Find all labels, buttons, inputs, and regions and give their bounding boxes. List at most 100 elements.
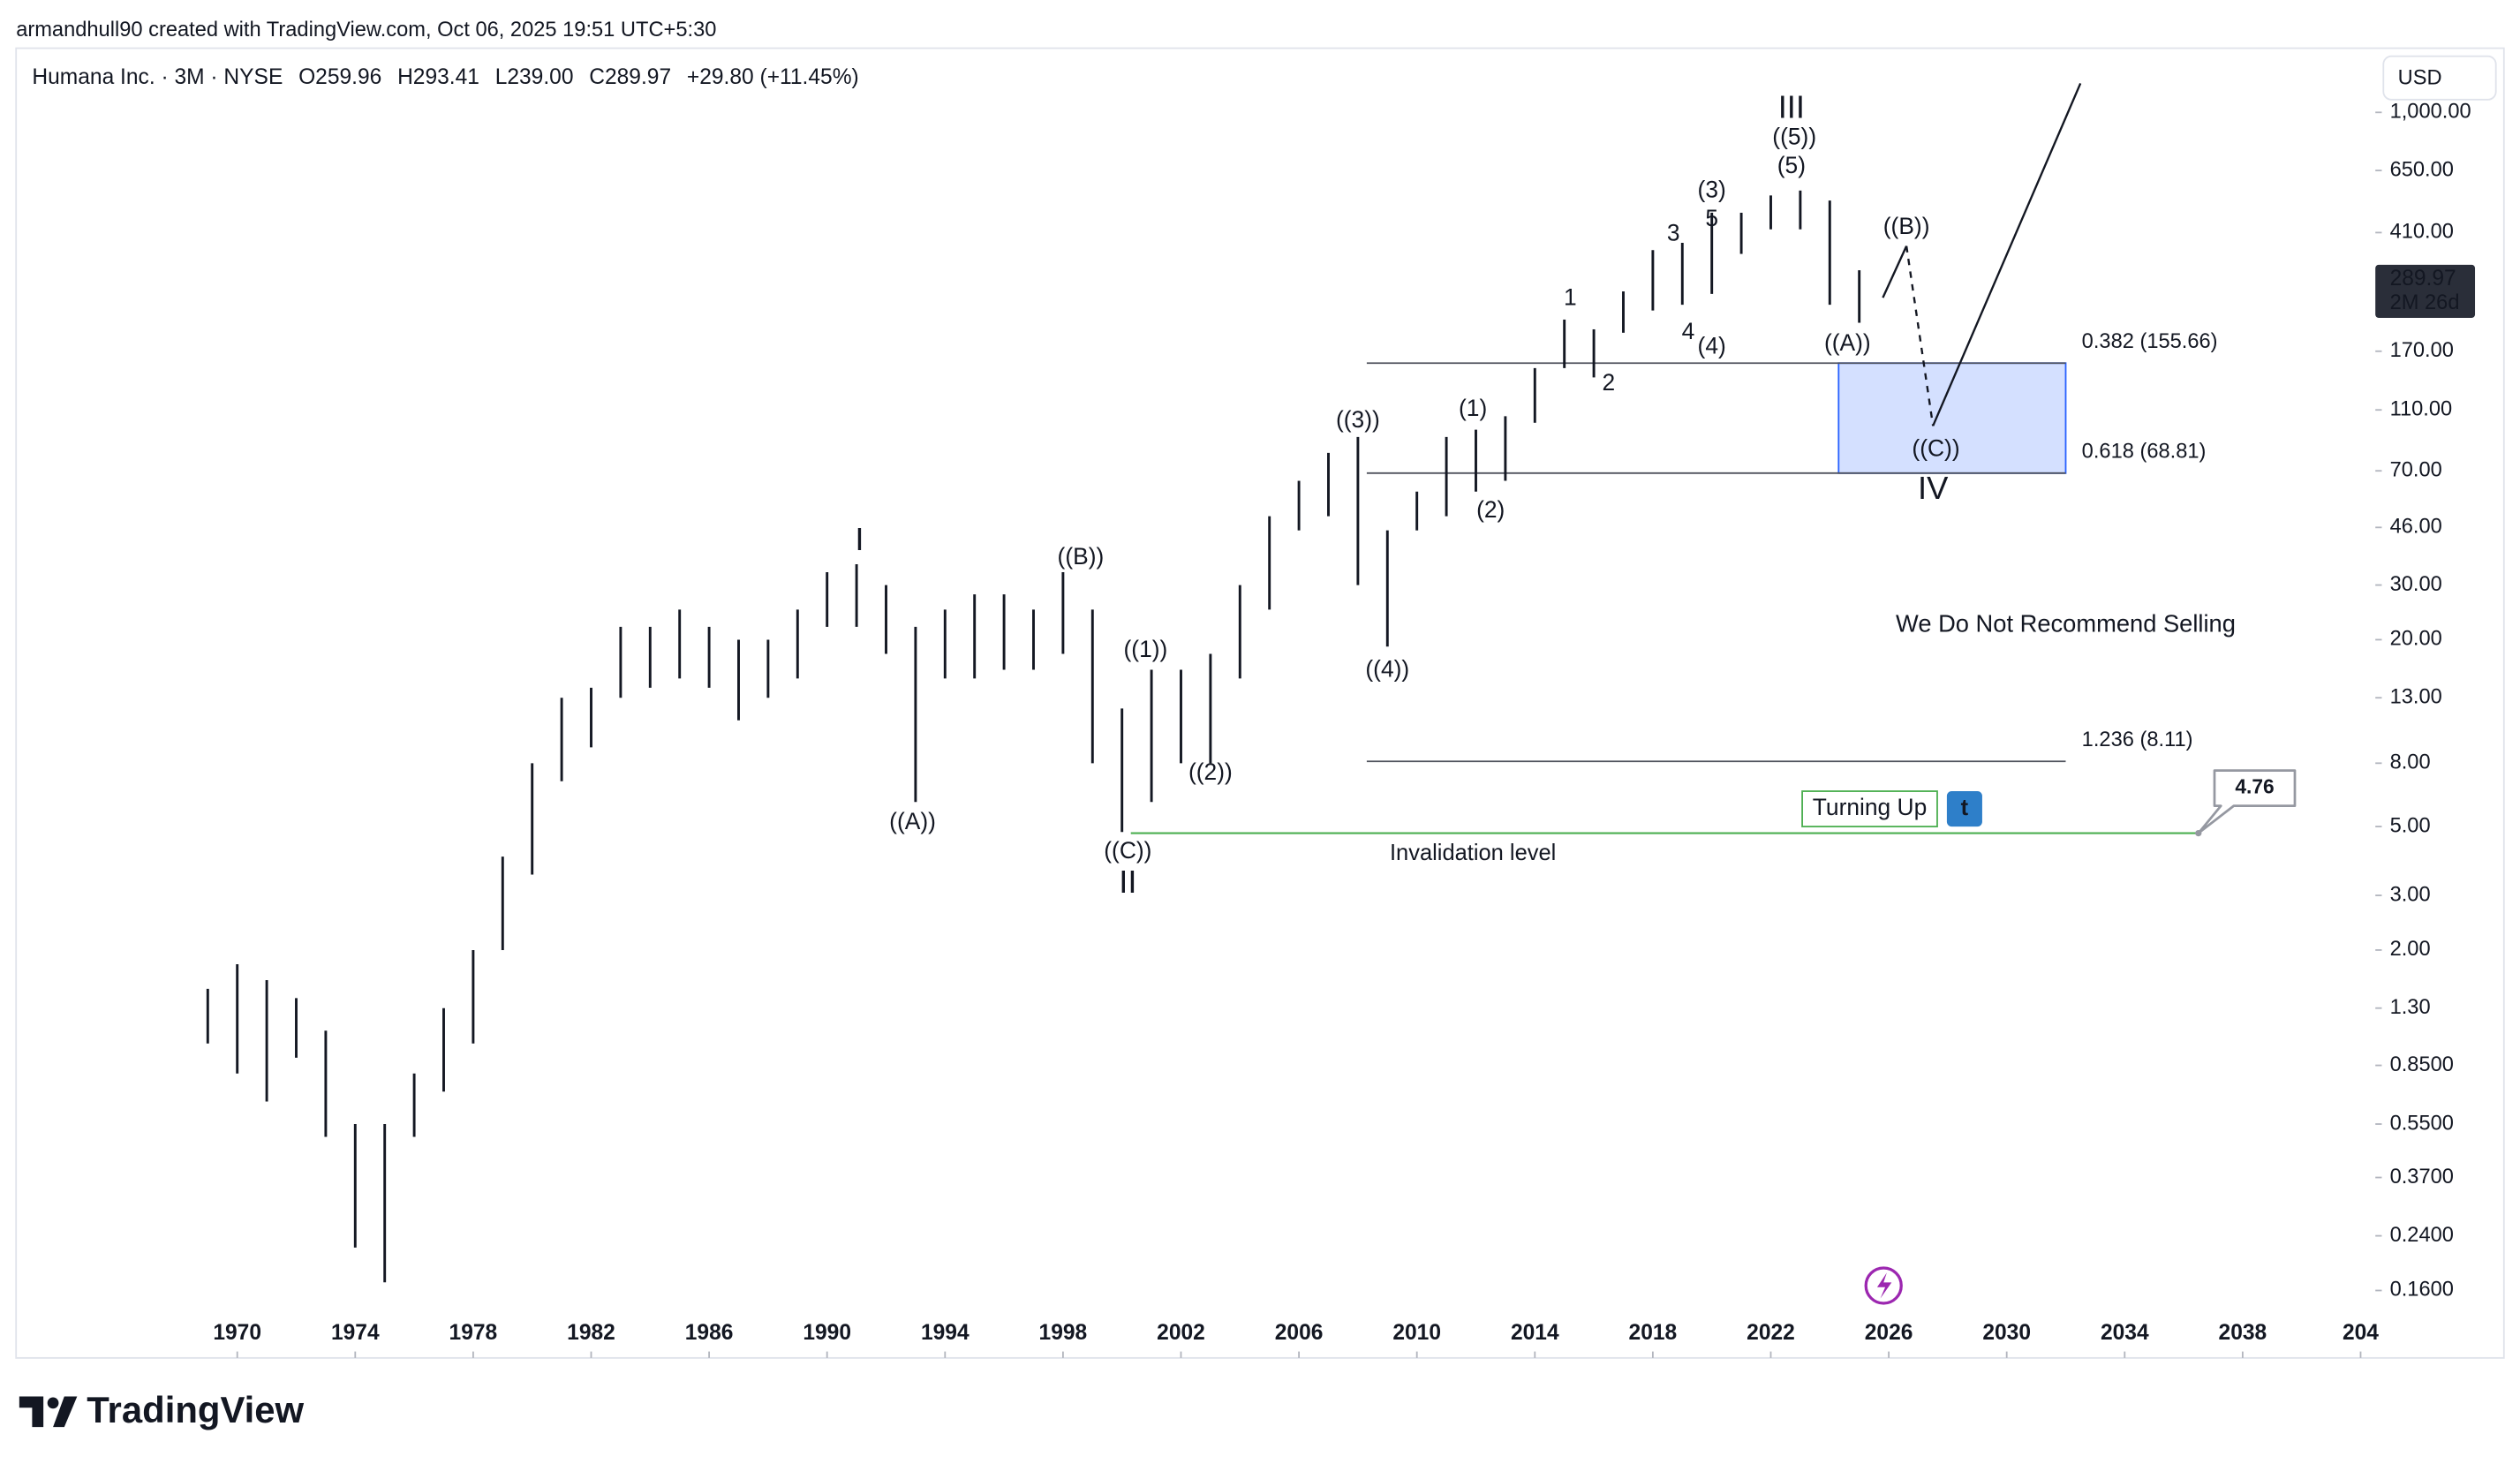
wave-label: 5 <box>1705 205 1718 231</box>
x-tick-label: 1994 <box>921 1321 970 1345</box>
wave-label: ((5)) <box>1772 123 1816 149</box>
fib-label: 0.382 (155.66) <box>2082 330 2218 353</box>
wave-label: 1 <box>1564 283 1577 310</box>
y-tick-label: 410.00 <box>2390 221 2454 244</box>
high: H293.41 <box>397 66 479 90</box>
badge-box <box>1801 790 1938 827</box>
projection-segment <box>1882 245 1908 298</box>
legend: Humana Inc. · 3M · NYSE O259.96 H293.41 … <box>32 66 858 90</box>
y-tick-label: 1.30 <box>2390 996 2431 1019</box>
x-tick-label: 2022 <box>1747 1321 1795 1345</box>
x-tick-label: 1998 <box>1039 1321 1088 1345</box>
projection-segment <box>1905 245 1935 426</box>
wave-label: 3 <box>1667 220 1680 246</box>
wave-label: I <box>855 521 864 557</box>
y-tick-label: 0.5500 <box>2390 1112 2454 1135</box>
brand: TradingView <box>87 1389 304 1430</box>
currency[interactable]: USD <box>2398 66 2442 89</box>
x-tick-label: 2026 <box>1865 1321 1913 1345</box>
y-tick-label: 0.3700 <box>2390 1166 2454 1189</box>
last-price: 289.97 <box>2390 267 2456 291</box>
wave-label: ((A)) <box>1824 329 1871 356</box>
y-tick-label: 13.00 <box>2390 685 2442 708</box>
x-tick-label: 2014 <box>1511 1321 1559 1345</box>
x-tick-label: 1978 <box>449 1321 498 1345</box>
wave-label: IV <box>1918 470 1949 506</box>
logo-dot <box>47 1397 59 1409</box>
y-tick-label: 8.00 <box>2390 751 2431 774</box>
wave-label: ((A)) <box>889 808 936 834</box>
wave-label: ((C)) <box>1104 837 1151 864</box>
x-tick-label: 1970 <box>213 1321 261 1345</box>
credit: armandhull90 created with TradingView.co… <box>16 19 716 42</box>
wave-label: 4 <box>1682 318 1695 344</box>
low: L239.00 <box>495 66 574 90</box>
y-tick-label: 46.00 <box>2390 516 2442 539</box>
y-tick-label: 0.8500 <box>2390 1053 2454 1076</box>
y-tick-label: 70.00 <box>2390 458 2442 481</box>
x-tick-label: 2034 <box>2101 1321 2149 1345</box>
lightning-bolt <box>1876 1272 1892 1299</box>
x-tick-label: 1974 <box>331 1321 380 1345</box>
wave-label: (3) <box>1698 177 1726 203</box>
callout <box>2197 769 2297 834</box>
wave-label: (1) <box>1459 395 1487 421</box>
y-tick-label: 20.00 <box>2390 628 2442 651</box>
wave-label: ((B)) <box>1883 213 1930 239</box>
fib-label: 0.618 (68.81) <box>2082 440 2207 463</box>
y-tick-label: 1,000.00 <box>2390 101 2471 124</box>
symbol: Humana Inc. · 3M · NYSE <box>32 66 283 90</box>
y-tick-label: 650.00 <box>2390 158 2454 181</box>
badge-icon-glyph: t <box>1961 796 1969 820</box>
wave-label: ((B)) <box>1058 543 1105 570</box>
x-tick-label: 2030 <box>1982 1321 2031 1345</box>
wave-label: ((C)) <box>1912 435 1959 462</box>
badge-icon[interactable] <box>1946 791 1982 827</box>
y-tick-label: 0.2400 <box>2390 1224 2454 1247</box>
x-tick-label: 2010 <box>1392 1321 1441 1345</box>
invalidation-label: Invalidation level <box>1390 841 1556 865</box>
wave-label: ((1)) <box>1124 636 1168 662</box>
lightning-icon[interactable] <box>1864 1266 1903 1305</box>
x-tick-label: 2018 <box>1629 1321 1678 1345</box>
wave-label: ((3)) <box>1336 406 1380 433</box>
fib-label: 1.236 (8.11) <box>2082 728 2193 751</box>
wave-label: III <box>1778 88 1805 125</box>
y-tick-label: 110.00 <box>2390 397 2453 420</box>
x-tick-label: 2006 <box>1275 1321 1324 1345</box>
y-tick-label: 30.00 <box>2390 573 2442 596</box>
currency-button[interactable] <box>2382 55 2497 101</box>
wave-label: (4) <box>1698 332 1726 358</box>
countdown: 2M 26d <box>2390 291 2460 314</box>
y-tick-label: 2.00 <box>2390 938 2431 961</box>
open: O259.96 <box>298 66 381 90</box>
x-tick-label: 2002 <box>1157 1321 1205 1345</box>
projection-segment <box>1932 82 2082 426</box>
close: C289.97 <box>589 66 671 90</box>
x-tick-label: 2038 <box>2219 1321 2267 1345</box>
wave-label: ((4)) <box>1365 655 1409 682</box>
last-price-box <box>2375 264 2476 318</box>
x-tick-label: 204 <box>2343 1321 2379 1345</box>
badge-label: Turning Up <box>1813 794 1928 820</box>
logo: TradingView <box>19 1389 305 1430</box>
wave-label: (2) <box>1476 496 1505 523</box>
x-tick-label: 1990 <box>803 1321 851 1345</box>
wave-label: We Do Not Recommend Selling <box>1896 610 2236 638</box>
wave-label: II <box>1119 864 1136 900</box>
y-tick-label: 5.00 <box>2390 814 2431 837</box>
y-tick-label: 170.00 <box>2390 339 2454 362</box>
x-tick-label: 1982 <box>567 1321 615 1345</box>
y-tick-label: 0.1600 <box>2390 1279 2454 1302</box>
callout-label: 4.76 <box>2235 775 2274 798</box>
y-tick-label: 3.00 <box>2390 883 2431 906</box>
change: +29.80 (+11.45%) <box>687 66 859 90</box>
wave-label: ((2)) <box>1188 758 1233 785</box>
logo-mark <box>19 1396 78 1428</box>
x-tick-label: 1986 <box>685 1321 734 1345</box>
chart-frame <box>15 47 2505 1359</box>
wave-label: (5) <box>1777 152 1806 178</box>
wave-label: 2 <box>1602 369 1615 396</box>
